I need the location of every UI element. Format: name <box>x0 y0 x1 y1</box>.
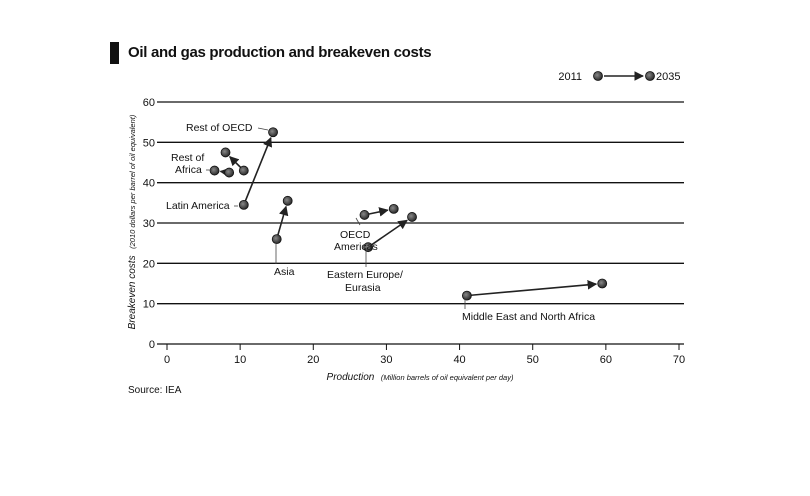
y-tick-label-10: 10 <box>143 299 155 311</box>
point-2011-latin-america <box>224 167 235 178</box>
series-group <box>209 127 608 301</box>
y-tick-label-40: 40 <box>143 178 155 190</box>
point-2035-latin-america <box>209 165 220 176</box>
y-axis-title: Breakeven costs (2010 dollars per barrel… <box>127 114 138 329</box>
point-2035-middle-east-and-north-africa <box>597 278 608 289</box>
point-2035-asia <box>282 195 293 206</box>
point-2035-eastern-europe-eurasia <box>407 212 417 222</box>
x-tick-label-40: 40 <box>453 354 465 366</box>
series-label-rest-of-africa-line1: Rest of <box>171 152 204 164</box>
y-tick-label-0: 0 <box>149 339 155 351</box>
y-tick-label-30: 30 <box>143 218 155 230</box>
point-2011-rest-of-oecd <box>238 199 249 210</box>
series-label-eastern-europe-eurasia-line1: Eastern Europe/ <box>327 269 403 281</box>
series-label-oecd-americas-line1: OECD <box>340 229 371 241</box>
y-tick-label-50: 50 <box>143 137 155 149</box>
y-tick-labels: 0 10 20 30 40 50 60 <box>143 97 155 351</box>
point-2035-rest-of-oecd <box>268 127 278 138</box>
point-2011-rest-of-africa <box>238 165 249 176</box>
legend-from-dot <box>593 71 603 81</box>
source-note: Source: IEA <box>128 385 182 396</box>
series-arrow-eastern-europe-eurasia <box>370 219 408 246</box>
x-tick-label-20: 20 <box>307 354 319 366</box>
series-label-asia: Asia <box>274 266 295 278</box>
point-2011-eastern-europe-eurasia <box>363 242 374 253</box>
x-tick-label-60: 60 <box>600 354 612 366</box>
x-axis: 0 10 20 30 40 50 60 70 <box>164 344 685 366</box>
y-tick-label-20: 20 <box>143 258 155 270</box>
legend-from-label: 2011 <box>558 71 582 83</box>
x-axis-title: Production (Million barrels of oil equiv… <box>327 372 514 383</box>
series-label-eastern-europe-eurasia-line2: Eurasia <box>345 282 381 294</box>
chart-title: Oil and gas production and breakeven cos… <box>128 44 432 61</box>
series-arrow-middle-east-and-north-africa <box>470 280 598 297</box>
point-2011-asia <box>271 234 282 245</box>
series-arrow-rest-of-africa <box>229 155 242 169</box>
series-label-rest-of-africa-line2: Africa <box>175 164 202 176</box>
x-tick-label-10: 10 <box>234 354 246 366</box>
legend-to-dot <box>645 71 655 81</box>
legend-to-label: 2035 <box>656 71 680 83</box>
point-2035-rest-of-africa <box>220 147 231 158</box>
x-tick-label-50: 50 <box>527 354 539 366</box>
series-label-oecd-americas-line2: Americas <box>334 241 378 253</box>
x-tick-label-70: 70 <box>673 354 685 366</box>
series-arrow-asia <box>277 205 289 236</box>
legend: 2011 2035 <box>558 71 680 83</box>
leader-line-oecd-americas <box>355 217 361 226</box>
series-label-rest-of-oecd: Rest of OECD <box>186 122 253 134</box>
x-tick-label-0: 0 <box>164 354 170 366</box>
series-label-latin-america: Latin America <box>166 200 230 212</box>
grid-lines <box>157 101 684 345</box>
leader-line-rest-of-oecd <box>257 127 269 131</box>
point-2035-oecd-americas <box>388 203 399 214</box>
y-tick-label-60: 60 <box>143 97 155 109</box>
series-arrow-oecd-americas <box>368 207 389 217</box>
title-bar <box>110 42 119 64</box>
series-arrow-rest-of-oecd <box>244 136 273 202</box>
point-2011-middle-east-and-north-africa <box>461 290 472 301</box>
point-2011-oecd-americas <box>359 210 370 220</box>
x-tick-label-30: 30 <box>380 354 392 366</box>
series-label-middle-east-and-north-africa: Middle East and North Africa <box>462 311 595 323</box>
